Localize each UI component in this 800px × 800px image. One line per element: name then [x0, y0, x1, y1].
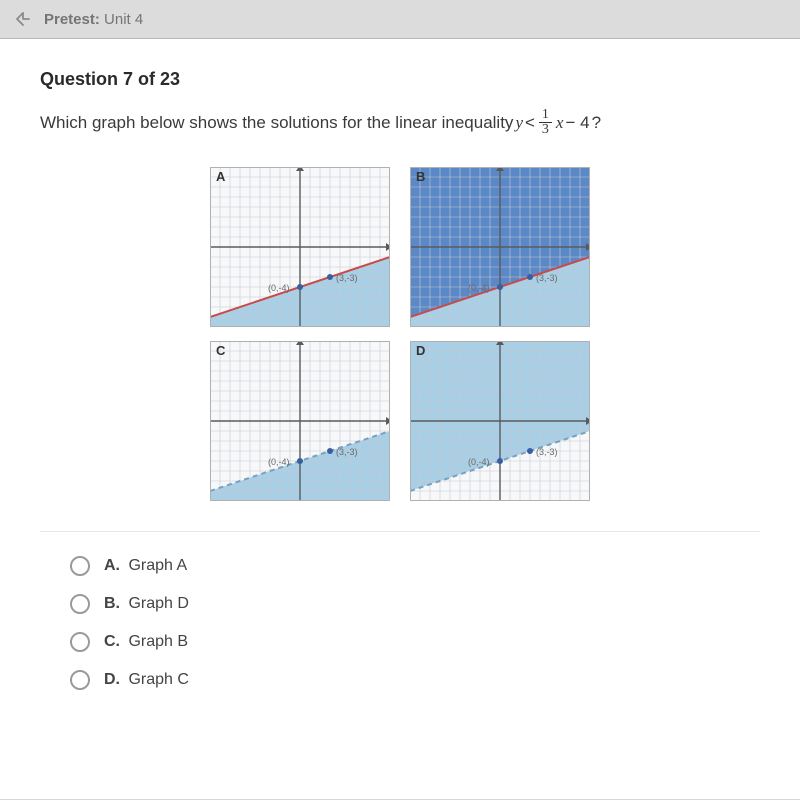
- option-text: Graph D: [128, 595, 188, 612]
- option-letter: C.: [104, 633, 120, 650]
- unit-label: Unit 4: [104, 11, 143, 28]
- svg-text:A: A: [216, 169, 226, 184]
- option-letter: A.: [104, 557, 120, 574]
- option-letter: B.: [104, 595, 120, 612]
- quiz-window: Pretest: Unit 4 Question 7 of 23 Which g…: [0, 0, 800, 799]
- formula-rhs-const: − 4: [565, 113, 589, 133]
- radio-icon[interactable]: [70, 556, 90, 576]
- radio-icon[interactable]: [70, 594, 90, 614]
- formula-rhs-var: x: [556, 113, 564, 133]
- svg-text:(3,-3): (3,-3): [336, 447, 358, 457]
- section-divider: [40, 531, 760, 532]
- option-b[interactable]: B. Graph D: [70, 594, 760, 614]
- svg-text:(0,-4): (0,-4): [268, 457, 290, 467]
- option-a[interactable]: A. Graph A: [70, 556, 760, 576]
- option-label: B. Graph D: [104, 595, 189, 613]
- graph-c: (0,-4) (3,-3) C: [210, 341, 390, 501]
- svg-text:(0,-4): (0,-4): [268, 283, 290, 293]
- pretest-label: Pretest: Unit 4: [44, 11, 143, 28]
- option-text: Graph B: [128, 633, 188, 650]
- answer-options: A. Graph A B. Graph D C. Graph B: [40, 556, 760, 690]
- radio-icon[interactable]: [70, 632, 90, 652]
- option-label: C. Graph B: [104, 633, 188, 651]
- graphs-grid: (0,-4) (3,-3) A (0,-4) (3,-3) B (0,-4) (3,-3)…: [204, 161, 596, 507]
- svg-text:(3,-3): (3,-3): [536, 273, 558, 283]
- prompt-prefix: Which graph below shows the solutions fo…: [40, 113, 513, 133]
- question-heading: Question 7 of 23: [40, 69, 760, 90]
- graph-b: (0,-4) (3,-3) B: [410, 167, 590, 327]
- graphs-container: (0,-4) (3,-3) A (0,-4) (3,-3) B (0,-4) (3,-3)…: [40, 161, 760, 507]
- option-text: Graph A: [128, 557, 187, 574]
- svg-text:(3,-3): (3,-3): [336, 273, 358, 283]
- formula-trail: ?: [592, 113, 601, 133]
- svg-text:(0,-4): (0,-4): [468, 457, 490, 467]
- option-label: D. Graph C: [104, 671, 189, 689]
- back-arrow-icon[interactable]: [14, 10, 32, 28]
- titlebar: Pretest: Unit 4: [0, 0, 800, 39]
- pretest-bold: Pretest:: [44, 11, 100, 28]
- graph-a: (0,-4) (3,-3) A: [210, 167, 390, 327]
- option-label: A. Graph A: [104, 557, 187, 575]
- frac-num: 1: [539, 108, 552, 123]
- svg-text:(0,-4): (0,-4): [468, 283, 490, 293]
- formula-lhs: y: [515, 113, 523, 133]
- frac-den: 3: [539, 123, 552, 137]
- formula-fraction: 1 3: [539, 108, 552, 137]
- option-d[interactable]: D. Graph C: [70, 670, 760, 690]
- svg-text:C: C: [216, 343, 226, 358]
- question-text: Which graph below shows the solutions fo…: [40, 108, 760, 137]
- option-c[interactable]: C. Graph B: [70, 632, 760, 652]
- option-text: Graph C: [128, 671, 188, 688]
- svg-text:(3,-3): (3,-3): [536, 447, 558, 457]
- svg-text:D: D: [416, 343, 425, 358]
- graph-d: (0,-4) (3,-3) D: [410, 341, 590, 501]
- radio-icon[interactable]: [70, 670, 90, 690]
- option-letter: D.: [104, 671, 120, 688]
- content-area: Question 7 of 23 Which graph below shows…: [0, 39, 800, 799]
- formula-op: <: [525, 113, 535, 133]
- svg-text:B: B: [416, 169, 425, 184]
